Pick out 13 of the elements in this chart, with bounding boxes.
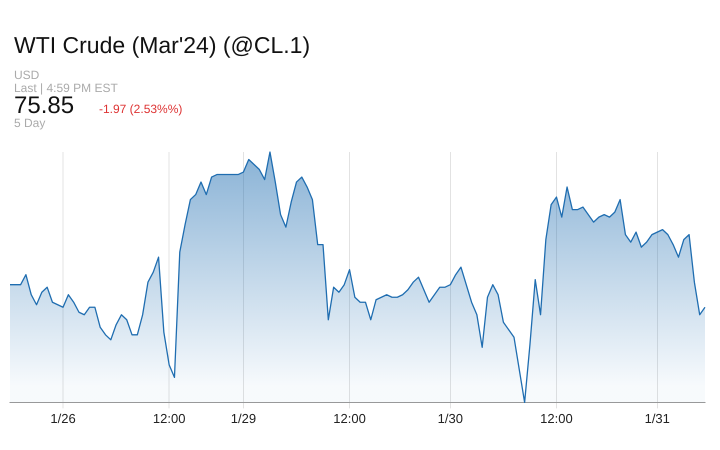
- text: -1.97 (2.53%%): [99, 102, 182, 116]
- x-tick-label: 1/29: [230, 410, 256, 426]
- text: USD: [14, 68, 40, 82]
- text: Last | 4:59 PM EST: [14, 81, 118, 95]
- chart-title: WTI Crude (Mar'24) (@CL.1): [14, 32, 310, 59]
- x-tick-label: 1/30: [438, 410, 463, 426]
- x-tick-label: 12:00: [333, 410, 366, 426]
- x-tick-label: 12:00: [540, 410, 573, 426]
- x-tick-label: 1/26: [50, 410, 76, 426]
- x-tick-label: 1/31: [644, 410, 670, 426]
- x-tick-label: 12:00: [152, 410, 186, 426]
- text: 5 Day: [14, 116, 46, 130]
- text: 75.85: [14, 92, 74, 119]
